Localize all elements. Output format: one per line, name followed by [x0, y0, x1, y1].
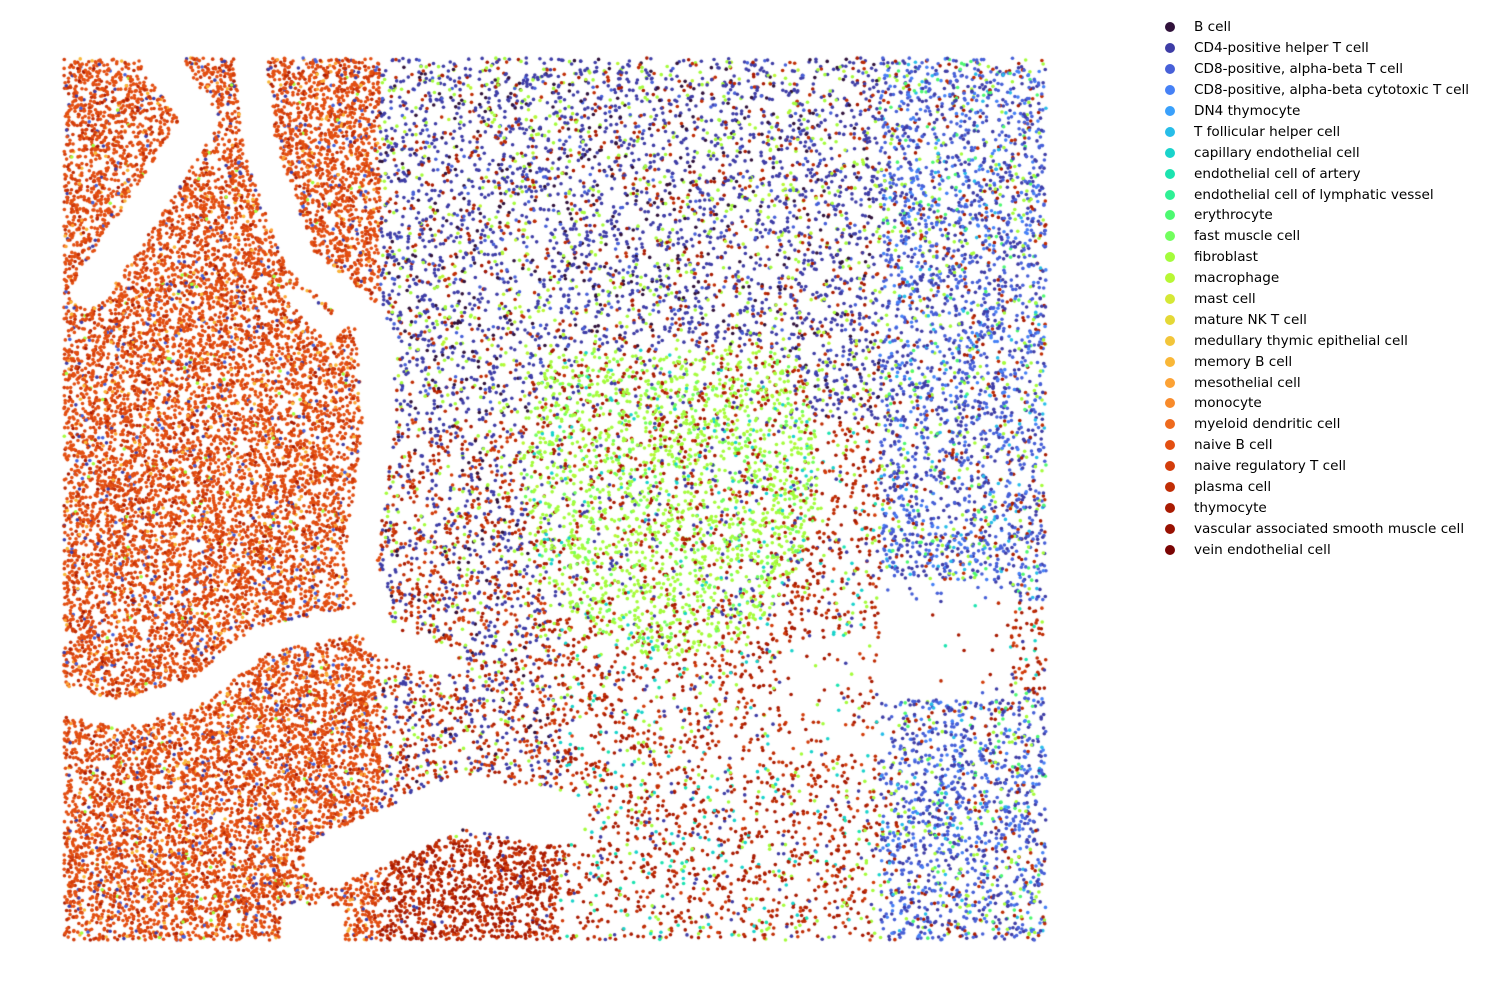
legend-marker — [1165, 544, 1175, 555]
legend-marker — [1165, 377, 1175, 388]
legend-marker — [1165, 335, 1175, 346]
legend-label: myeloid dendritic cell — [1194, 416, 1341, 433]
legend-item: capillary endothelial cell — [1160, 142, 1490, 163]
legend-label: endothelial cell of lymphatic vessel — [1194, 186, 1434, 203]
legend-item: naive B cell — [1160, 435, 1490, 456]
legend-label: monocyte — [1194, 395, 1262, 412]
legend-item: macrophage — [1160, 268, 1490, 289]
legend-item: thymocyte — [1160, 497, 1490, 518]
legend-label: medullary thymic epithelial cell — [1194, 332, 1408, 349]
legend-marker — [1165, 273, 1175, 284]
legend-marker — [1165, 210, 1175, 221]
legend-label: CD8-positive, alpha-beta cytotoxic T cel… — [1194, 82, 1470, 99]
legend-label: endothelial cell of artery — [1194, 165, 1361, 182]
legend-item: mast cell — [1160, 289, 1490, 310]
legend-label: mast cell — [1194, 291, 1256, 308]
legend-item: myeloid dendritic cell — [1160, 414, 1490, 435]
legend-item: endothelial cell of artery — [1160, 163, 1490, 184]
legend-marker — [1165, 482, 1175, 493]
legend-marker — [1165, 419, 1175, 430]
legend-item: T follicular helper cell — [1160, 121, 1490, 142]
legend-item: erythrocyte — [1160, 205, 1490, 226]
legend-marker — [1165, 43, 1175, 54]
legend-item: vascular associated smooth muscle cell — [1160, 518, 1490, 539]
legend-label: mesothelial cell — [1194, 374, 1301, 391]
legend-item: DN4 thymocyte — [1160, 101, 1490, 122]
legend-item: mesothelial cell — [1160, 372, 1490, 393]
legend-item: CD8-positive, alpha-beta cytotoxic T cel… — [1160, 80, 1490, 101]
legend-marker — [1165, 356, 1175, 367]
legend-label: memory B cell — [1194, 353, 1293, 370]
legend-item: plasma cell — [1160, 477, 1490, 498]
legend-marker — [1165, 502, 1175, 513]
legend-label: naive regulatory T cell — [1194, 458, 1347, 475]
legend-marker — [1165, 523, 1175, 534]
legend-label: capillary endothelial cell — [1194, 144, 1360, 161]
scatter-plot-canvas — [0, 0, 1100, 1000]
legend-label: naive B cell — [1194, 437, 1273, 454]
legend-label: mature NK T cell — [1194, 311, 1307, 328]
legend-label: macrophage — [1194, 270, 1280, 287]
legend-label: CD4-positive helper T cell — [1194, 40, 1369, 57]
legend-marker — [1165, 440, 1175, 451]
legend-label: DN4 thymocyte — [1194, 103, 1301, 119]
legend-marker — [1165, 22, 1175, 33]
legend-item: fast muscle cell — [1160, 226, 1490, 247]
legend-marker — [1165, 252, 1175, 263]
legend-label: plasma cell — [1194, 479, 1272, 496]
legend-item: mature NK T cell — [1160, 309, 1490, 330]
legend-item: memory B cell — [1160, 351, 1490, 372]
legend-label: T follicular helper cell — [1194, 123, 1341, 140]
legend-marker — [1165, 106, 1175, 116]
legend-item: naive regulatory T cell — [1160, 456, 1490, 477]
legend-item: B cell — [1160, 17, 1490, 38]
legend-label: vein endothelial cell — [1194, 541, 1331, 558]
legend: B cell CD4-positive helper T cell CD8-posi… — [1160, 17, 1490, 560]
legend-marker — [1165, 168, 1175, 179]
legend-label: fast muscle cell — [1194, 228, 1301, 245]
legend-item: medullary thymic epithelial cell — [1160, 330, 1490, 351]
legend-marker — [1165, 294, 1175, 305]
legend-marker — [1165, 147, 1175, 158]
legend-label: CD8-positive, alpha-beta T cell — [1194, 61, 1404, 78]
legend-marker — [1165, 314, 1175, 325]
legend-label: erythrocyte — [1194, 207, 1273, 224]
legend-label: B cell — [1194, 19, 1232, 36]
legend-item: CD8-positive, alpha-beta T cell — [1160, 59, 1490, 80]
legend-marker — [1165, 85, 1175, 96]
legend-item: CD4-positive helper T cell — [1160, 38, 1490, 59]
legend-marker — [1165, 64, 1175, 75]
legend-marker — [1165, 398, 1175, 409]
legend-marker — [1165, 126, 1175, 137]
legend-marker — [1165, 461, 1175, 472]
legend-label: thymocyte — [1194, 499, 1267, 516]
legend-item: endothelial cell of lymphatic vessel — [1160, 184, 1490, 205]
legend-item: vein endothelial cell — [1160, 539, 1490, 560]
legend-item: fibroblast — [1160, 247, 1490, 268]
legend-marker — [1165, 231, 1175, 242]
legend-label: vascular associated smooth muscle cell — [1194, 520, 1465, 537]
legend-item: monocyte — [1160, 393, 1490, 414]
legend-label: fibroblast — [1194, 249, 1258, 266]
legend-marker — [1165, 189, 1175, 200]
